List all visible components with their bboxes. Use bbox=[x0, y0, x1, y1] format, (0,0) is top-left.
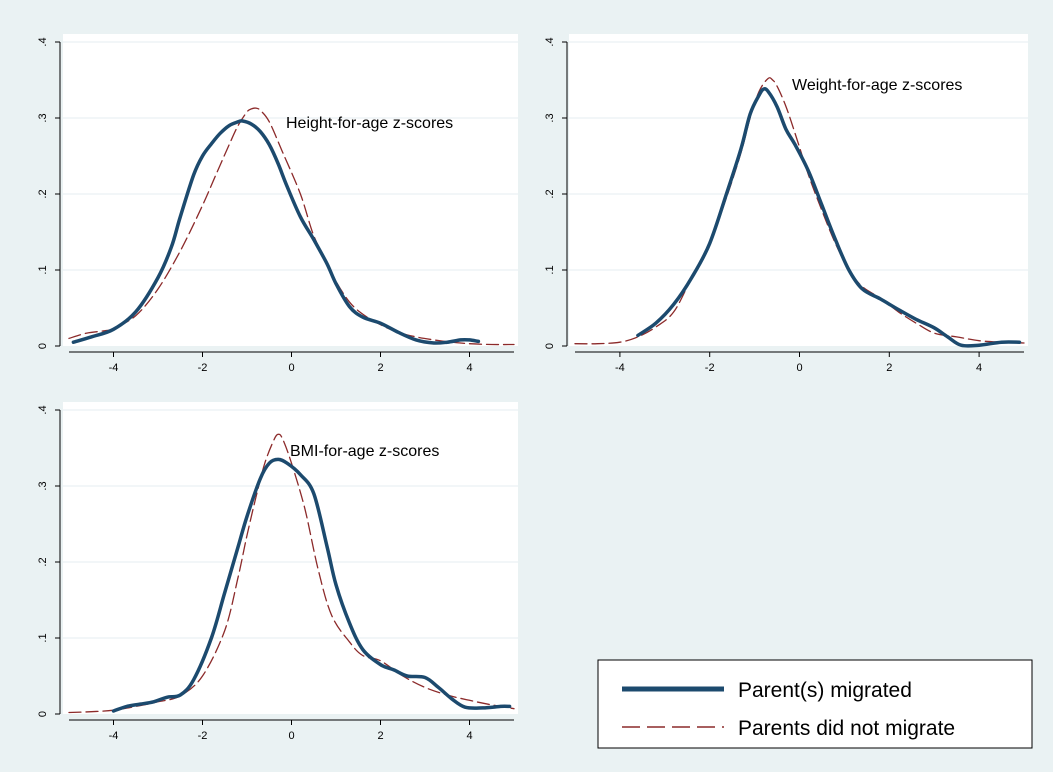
x-tick-label: 4 bbox=[466, 730, 472, 742]
series-line-not-migrated bbox=[68, 107, 515, 346]
x-tick-label: 2 bbox=[377, 730, 383, 742]
plot-area bbox=[63, 34, 518, 346]
y-tick-label: 0 bbox=[544, 343, 556, 349]
y-tick-label: 0 bbox=[37, 711, 49, 717]
x-tick-label: 2 bbox=[377, 362, 383, 374]
legend: Parent(s) migrated Parents did not migra… bbox=[597, 659, 1033, 749]
series-line-migrated bbox=[111, 457, 512, 713]
x-tick-label: 4 bbox=[976, 362, 982, 374]
series-line-migrated bbox=[71, 119, 481, 345]
y-tick-label: .3 bbox=[37, 481, 49, 490]
legend-box bbox=[597, 659, 1033, 749]
y-tick-label: 0 bbox=[37, 343, 49, 349]
x-tick-label: 0 bbox=[288, 730, 294, 742]
series-line-not-migrated bbox=[68, 433, 515, 714]
x-tick-label: -4 bbox=[109, 362, 119, 374]
panel-annotation: BMI-for-age z-scores bbox=[290, 443, 439, 460]
x-tick-label: -2 bbox=[705, 362, 715, 374]
x-tick-label: 0 bbox=[288, 362, 294, 374]
y-tick-label: .4 bbox=[37, 37, 49, 46]
y-tick-label: .1 bbox=[37, 265, 49, 274]
x-tick-label: -4 bbox=[109, 730, 119, 742]
y-tick-label: .1 bbox=[37, 633, 49, 642]
x-tick-label: -2 bbox=[198, 362, 208, 374]
y-tick-label: .3 bbox=[544, 113, 556, 122]
legend-label-not-migrated: Parents did not migrate bbox=[738, 717, 955, 740]
plot-area bbox=[63, 402, 518, 714]
x-tick-label: -2 bbox=[198, 730, 208, 742]
y-tick-label: .3 bbox=[37, 113, 49, 122]
panel-bmi-for-age: 0 .1 .2 .3 .4 -4 -2 0 2 4 BMI-for-age z-scores bbox=[37, 402, 518, 742]
x-tick-label: 4 bbox=[466, 362, 472, 374]
series-line-not-migrated bbox=[574, 77, 1025, 345]
panel-weight-for-age: 0 .1 .2 .3 .4 -4 -2 0 2 4 Weight-for-age z-scores bbox=[544, 34, 1028, 374]
panel-annotation: Height-for-age z-scores bbox=[286, 115, 453, 132]
x-tick-label: 2 bbox=[886, 362, 892, 374]
y-tick-label: .4 bbox=[37, 405, 49, 414]
y-tick-label: .2 bbox=[544, 189, 556, 198]
x-tick-label: 0 bbox=[796, 362, 802, 374]
y-tick-label: .2 bbox=[37, 557, 49, 566]
y-tick-label: .1 bbox=[544, 265, 556, 274]
y-tick-label: .4 bbox=[544, 37, 556, 46]
x-tick-label: -4 bbox=[615, 362, 625, 374]
plot-area bbox=[569, 34, 1028, 346]
series-line-migrated bbox=[636, 87, 1022, 348]
legend-label-migrated: Parent(s) migrated bbox=[738, 679, 912, 702]
panel-height-for-age: 0 .1 .2 .3 .4 -4 -2 0 2 4 Height-for-age z-scores bbox=[37, 34, 518, 374]
panel-annotation: Weight-for-age z-scores bbox=[792, 77, 962, 94]
y-tick-label: .2 bbox=[37, 189, 49, 198]
